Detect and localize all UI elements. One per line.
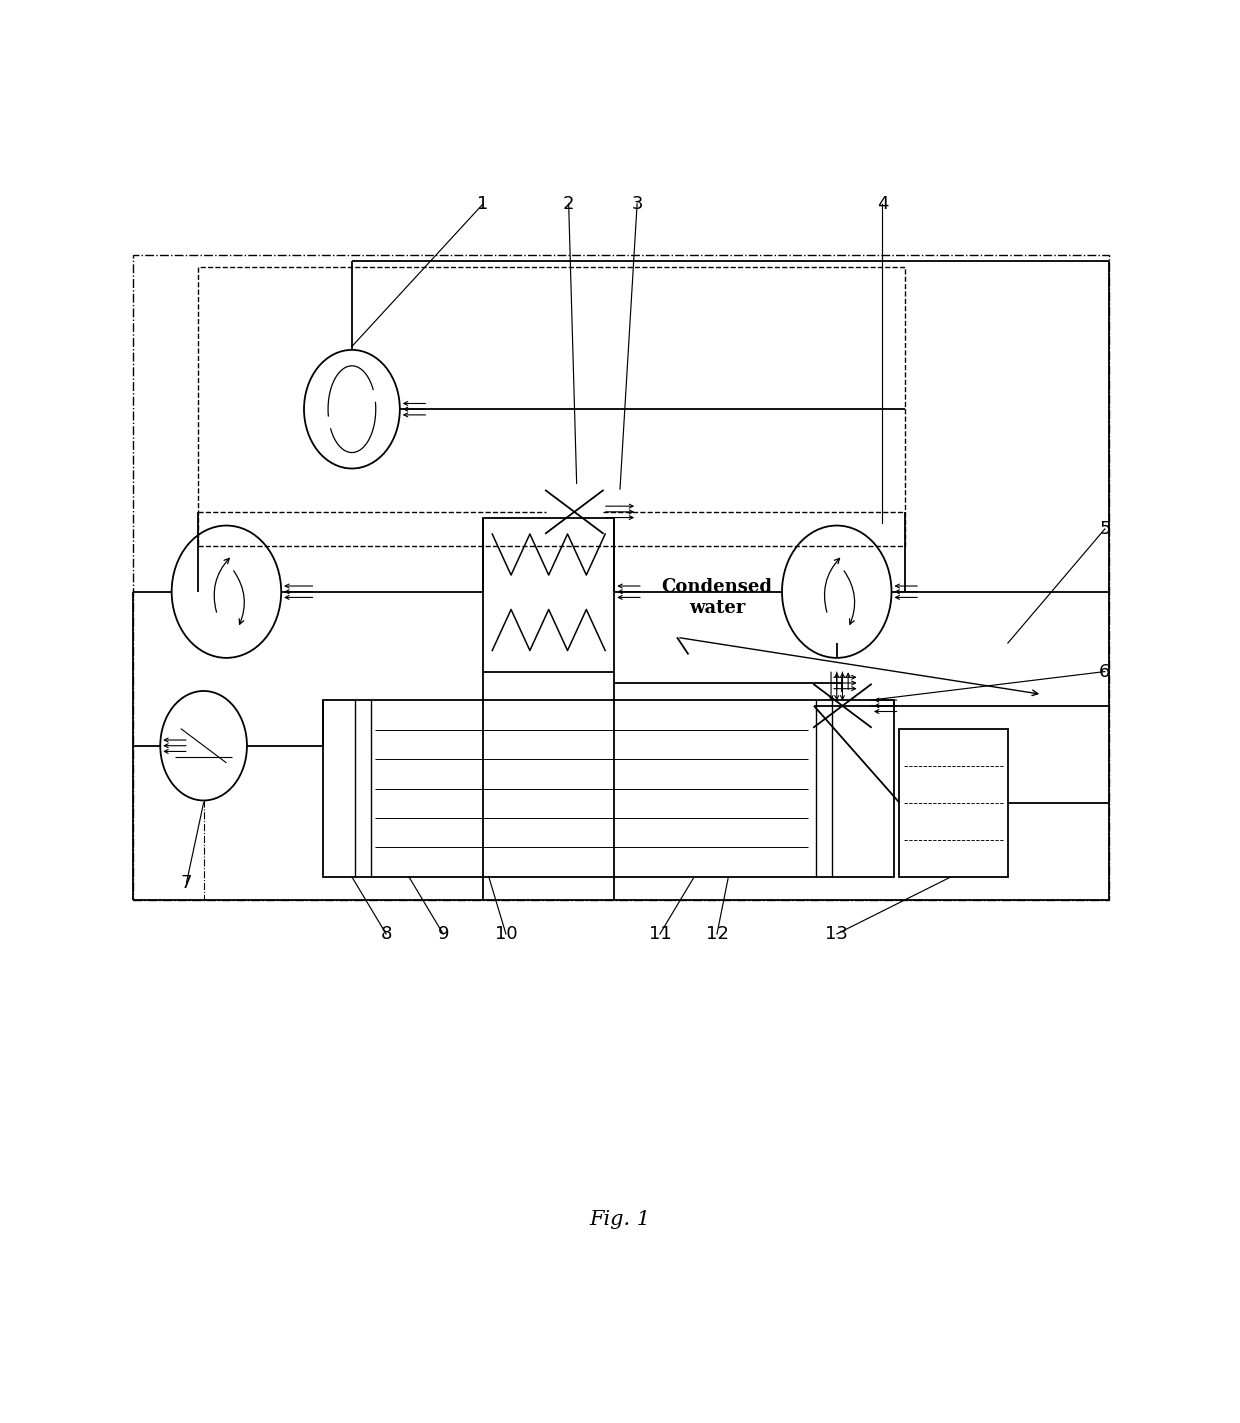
Text: 7: 7 — [181, 874, 192, 892]
Text: 8: 8 — [381, 925, 392, 943]
Text: 13: 13 — [826, 925, 848, 943]
Text: 3: 3 — [631, 195, 642, 213]
Text: 5: 5 — [1099, 519, 1111, 538]
Bar — [198, 266, 905, 546]
Bar — [899, 729, 1008, 877]
Text: Fig. 1: Fig. 1 — [589, 1210, 651, 1228]
Text: 12: 12 — [706, 925, 728, 943]
Text: Condensed
water: Condensed water — [661, 578, 773, 616]
Bar — [133, 255, 1110, 899]
Text: 2: 2 — [563, 195, 574, 213]
Text: 9: 9 — [438, 925, 449, 943]
Text: 10: 10 — [495, 925, 517, 943]
Text: 11: 11 — [649, 925, 671, 943]
Text: 1: 1 — [477, 195, 489, 213]
Text: 6: 6 — [1099, 663, 1111, 680]
Text: 4: 4 — [877, 195, 888, 213]
Bar — [484, 518, 614, 672]
Bar — [324, 700, 894, 877]
